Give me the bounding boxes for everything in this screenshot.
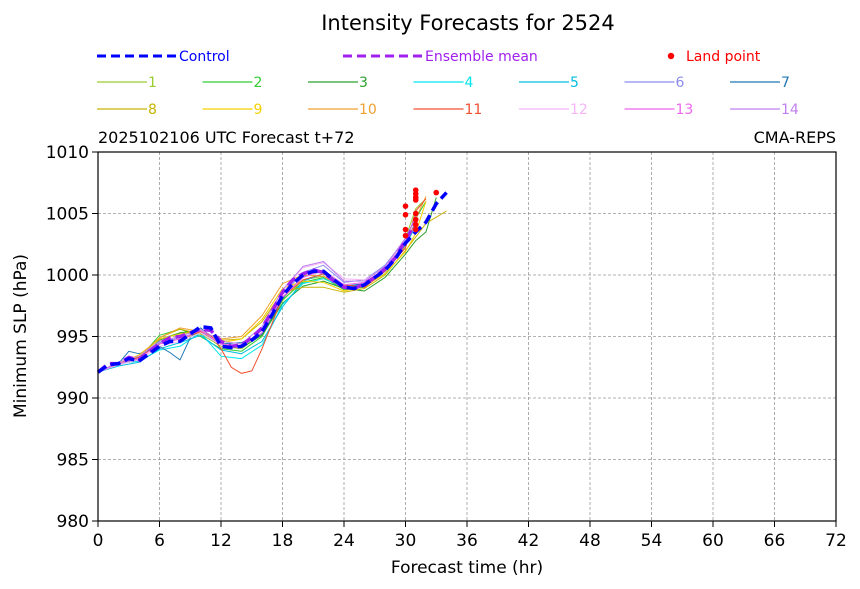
y-tick-label-990: 990 xyxy=(57,389,89,409)
x-tick-label-48: 48 xyxy=(579,531,601,551)
y-tick-label-985: 985 xyxy=(57,451,89,471)
y-tick-label-1000: 1000 xyxy=(46,266,89,286)
member-series xyxy=(97,196,447,374)
land-point xyxy=(402,232,409,239)
legend-member-label-12: 12 xyxy=(570,102,588,118)
control-line xyxy=(96,191,448,374)
member-line-9 xyxy=(97,201,427,373)
model-name-label: CMA-REPS xyxy=(754,128,836,147)
legend-member-label-11: 11 xyxy=(465,102,483,118)
legend-member-label-2: 2 xyxy=(254,75,263,91)
legend-member-label-9: 9 xyxy=(254,102,263,118)
init-time-label: 2025102106 UTC Forecast t+72 xyxy=(98,128,355,147)
member-line-10 xyxy=(97,196,427,373)
legend-member-label-1: 1 xyxy=(148,75,157,91)
y-axis-ticks: 980 985 990 995 1000 1005 1010 xyxy=(46,143,98,532)
plot-frame xyxy=(97,151,837,522)
legend-control-label: Control xyxy=(179,49,230,65)
legend-member-label-6: 6 xyxy=(676,75,685,91)
land-point xyxy=(412,221,419,228)
x-tick-label-6: 6 xyxy=(154,531,165,551)
member-line-11 xyxy=(97,198,427,374)
x-tick-label-12: 12 xyxy=(210,531,232,551)
x-tick-label-36: 36 xyxy=(456,531,478,551)
member-line-2 xyxy=(97,200,427,373)
land-point xyxy=(433,189,440,196)
legend-member-label-7: 7 xyxy=(781,75,790,91)
land-points xyxy=(402,187,440,239)
land-point xyxy=(412,210,419,217)
y-tick-label-980: 980 xyxy=(57,512,89,532)
land-point xyxy=(402,203,409,209)
member-line-1 xyxy=(97,198,427,373)
ensemble-mean-line xyxy=(96,221,418,374)
x-tick-label-42: 42 xyxy=(518,531,540,551)
x-tick-label-0: 0 xyxy=(93,531,104,551)
legend-member-label-14: 14 xyxy=(781,102,799,118)
y-tick-label-995: 995 xyxy=(57,328,89,348)
member-line-3 xyxy=(97,197,437,373)
y-tick-label-1010: 1010 xyxy=(46,143,89,163)
legend-member-label-3: 3 xyxy=(359,75,368,91)
x-tick-label-66: 66 xyxy=(764,531,786,551)
legend-member-label-4: 4 xyxy=(465,75,474,91)
legend-mean-label: Ensemble mean xyxy=(425,49,538,65)
x-tick-label-72: 72 xyxy=(825,531,847,551)
land-point xyxy=(402,211,409,218)
y-axis-label: Minimum SLP (hPa) xyxy=(11,254,31,418)
x-tick-label-54: 54 xyxy=(641,531,663,551)
x-axis-ticks: 0 6 12 18 24 30 36 42 48 54 60 66 72 xyxy=(93,521,847,551)
member-legend: 1 2 3 4 5 6 78 9 10 11 12 13 14 xyxy=(97,75,799,118)
land-point xyxy=(402,226,409,233)
x-tick-label-24: 24 xyxy=(333,531,355,551)
legend-land-marker xyxy=(667,52,675,60)
chart-title: Intensity Forecasts for 2524 xyxy=(321,11,615,35)
legend-member-label-10: 10 xyxy=(359,102,377,118)
legend-member-label-5: 5 xyxy=(570,75,579,91)
legend-land-label: Land point xyxy=(686,49,761,65)
x-tick-label-30: 30 xyxy=(395,531,417,551)
legend-member-label-8: 8 xyxy=(148,102,157,118)
x-tick-label-60: 60 xyxy=(702,531,724,551)
member-line-14 xyxy=(97,216,417,373)
x-axis-label: Forecast time (hr) xyxy=(391,558,543,578)
y-tick-label-1005: 1005 xyxy=(46,205,89,225)
legend-member-label-13: 13 xyxy=(676,102,694,118)
land-point xyxy=(412,216,419,223)
land-point xyxy=(412,226,419,233)
land-point xyxy=(412,197,419,203)
x-tick-label-18: 18 xyxy=(272,531,294,551)
